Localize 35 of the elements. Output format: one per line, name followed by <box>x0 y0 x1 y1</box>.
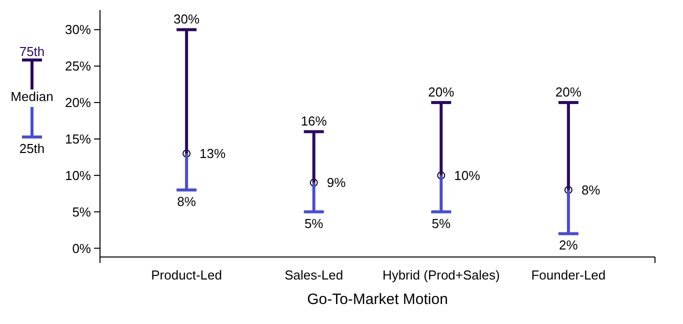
y-tick-label: 5% <box>72 204 92 220</box>
bar <box>185 30 188 154</box>
bar <box>566 190 570 234</box>
x-tick-label: Founder-Led <box>531 268 606 283</box>
annotation: 2% <box>559 238 578 253</box>
text: 75th <box>19 44 45 59</box>
annotation: 5% <box>432 216 451 231</box>
annotation: 20% <box>428 84 455 100</box>
text: Median <box>10 89 54 104</box>
annotation: 16% <box>300 114 328 129</box>
x-tick-label: Sales-Led <box>284 268 344 283</box>
x-tick-label: Product-Led <box>151 268 222 283</box>
bar <box>440 175 443 212</box>
annotation: 8% <box>581 182 601 198</box>
bar <box>185 154 188 190</box>
y-tick-label: 10% <box>64 168 92 183</box>
bar <box>312 182 316 212</box>
bar <box>312 132 316 183</box>
y-tick-label: 15% <box>64 132 92 147</box>
y-tick-label: 25% <box>64 58 92 74</box>
annotation: 8% <box>177 194 196 209</box>
annotation: 10% <box>454 168 481 183</box>
y-tick-label: 0% <box>72 240 92 256</box>
annotation: 20% <box>555 84 582 100</box>
y-tick-label: 30% <box>64 22 92 38</box>
annotation: 13% <box>200 146 226 162</box>
bar <box>566 102 570 190</box>
legend-label: 25th <box>19 141 45 156</box>
annotation: 30% <box>174 12 200 27</box>
y-tick-label: 20% <box>64 95 92 110</box>
annotation: 5% <box>304 216 324 231</box>
x-tick-label: Hybrid (Prod+Sales) <box>382 268 500 283</box>
bar <box>440 102 443 176</box>
x-axis-title: Go-To-Market Motion <box>307 291 448 308</box>
annotation: 9% <box>326 175 346 190</box>
